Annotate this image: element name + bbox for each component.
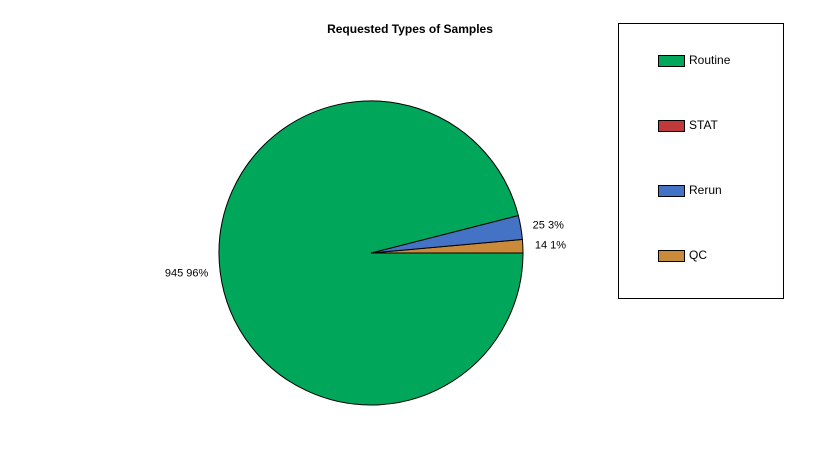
legend-label: Rerun [689, 183, 722, 197]
data-label: 25 3% [533, 219, 564, 231]
chart-title: Requested Types of Samples [327, 22, 493, 36]
legend-swatch [658, 120, 685, 132]
data-label: 14 1% [535, 240, 566, 252]
legend-label: Routine [689, 53, 731, 67]
legend-box [618, 23, 784, 299]
legend-swatch [658, 185, 685, 197]
legend-label: QC [689, 248, 707, 262]
data-label: 945 96% [165, 267, 209, 279]
legend-swatch [658, 55, 685, 67]
legend-swatch [658, 250, 685, 262]
legend-label: STAT [689, 118, 719, 132]
pie-slice [218, 100, 524, 406]
